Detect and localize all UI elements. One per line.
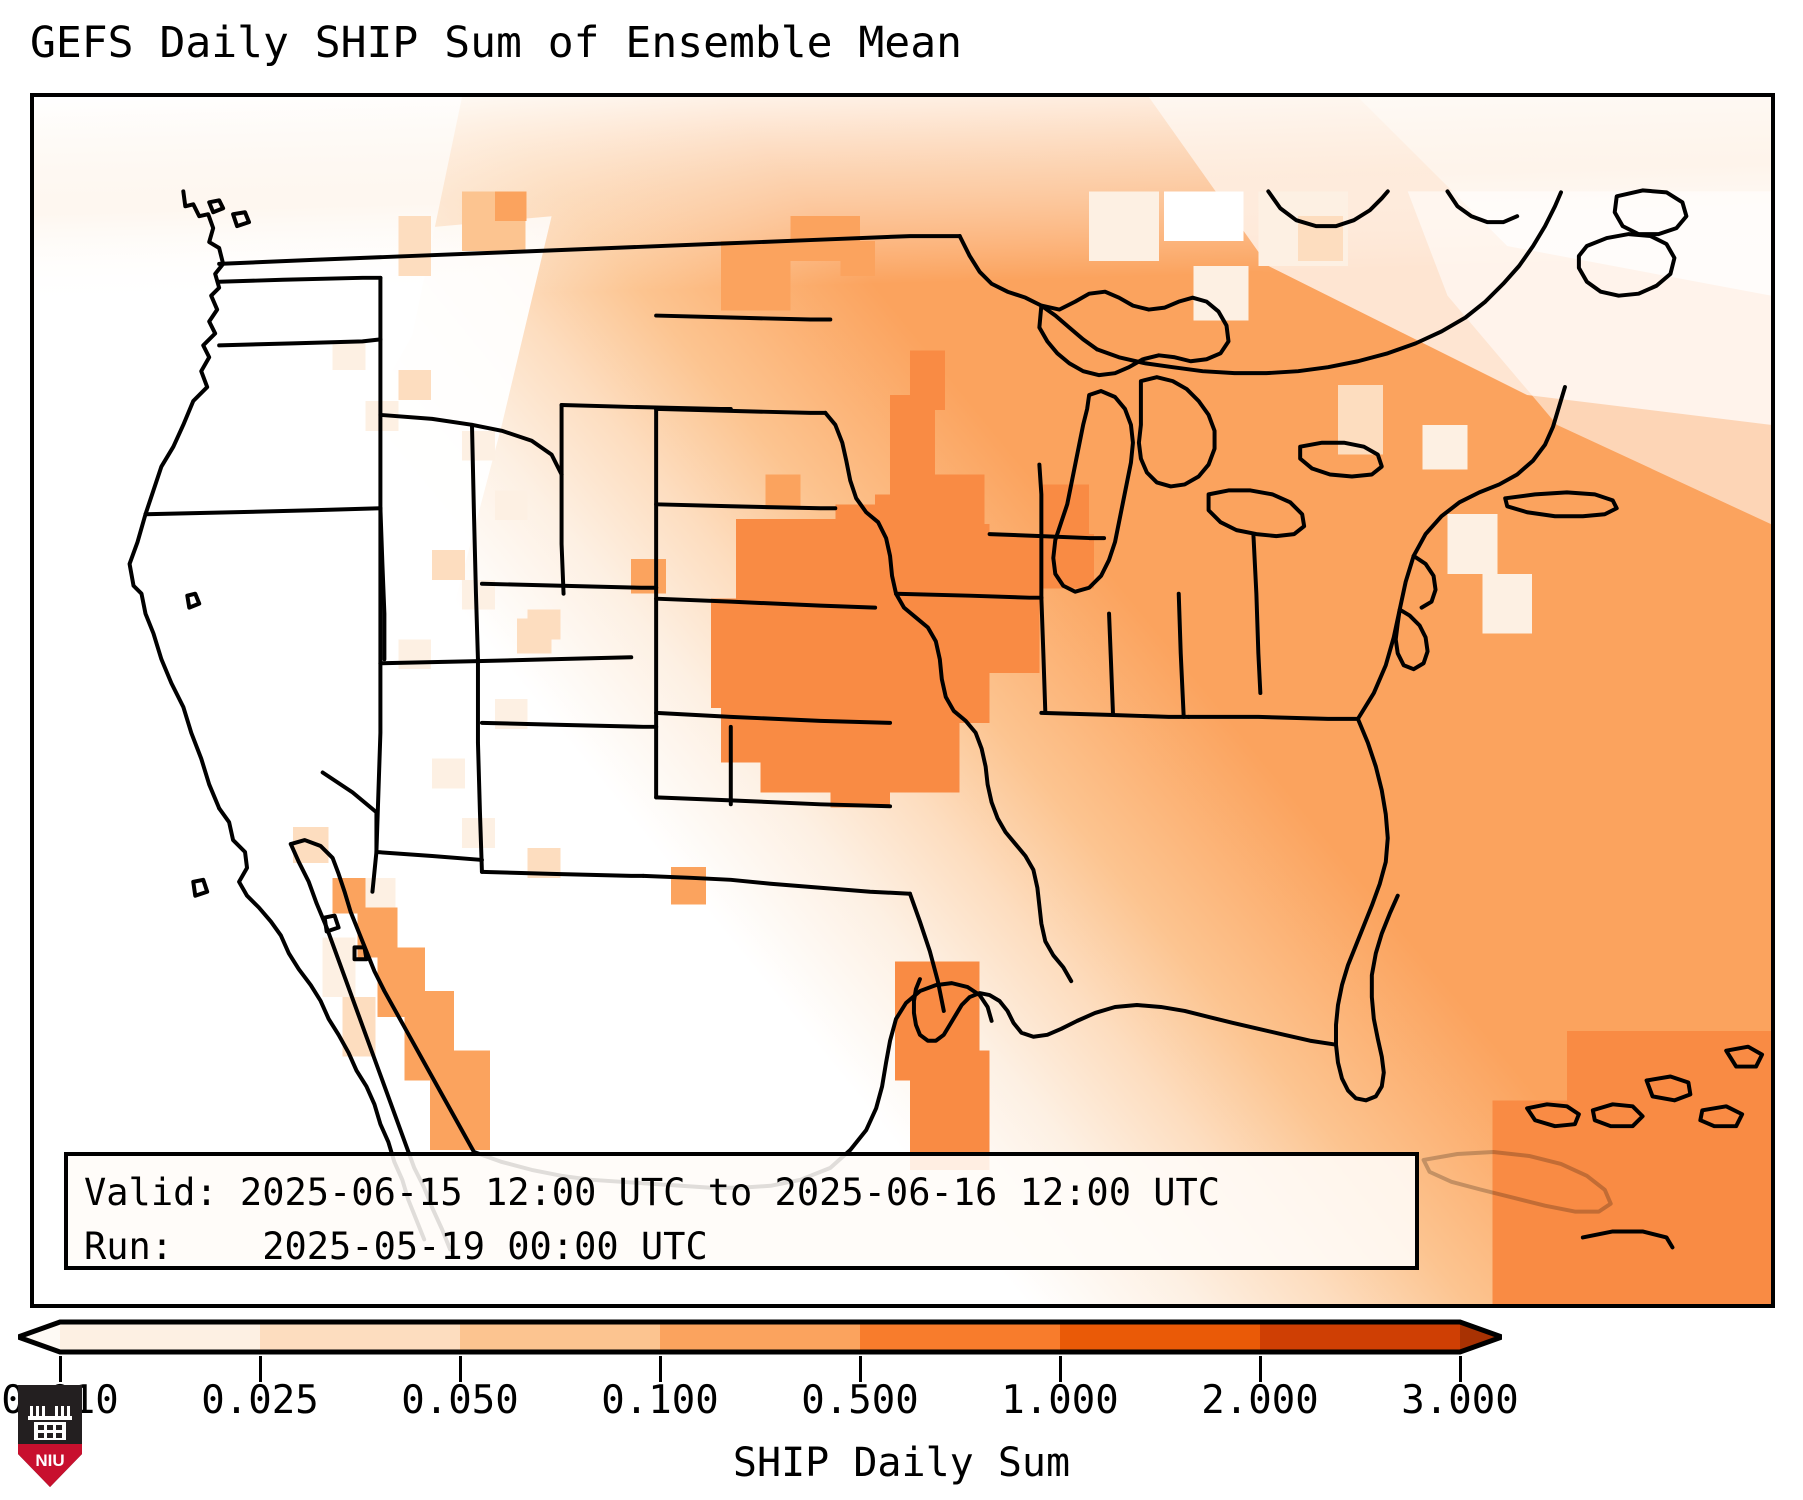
colorbar-tick-2	[458, 1356, 462, 1382]
colorbar-band-1	[260, 1322, 461, 1352]
map-canvas: Valid: 2025-06-15 12:00 UTC to 2025-06-1…	[34, 97, 1771, 1304]
colorbar-over-arrow	[1460, 1322, 1502, 1352]
colorbar-tick-3	[658, 1356, 662, 1382]
forecast-info-box: Valid: 2025-06-15 12:00 UTC to 2025-06-1…	[64, 1152, 1419, 1270]
colorbar-tick-label-6: 2.000	[1201, 1378, 1319, 1423]
colorbar-tick-5	[1058, 1356, 1062, 1382]
run-time-line: Run: 2025-05-19 00:00 UTC	[84, 1225, 708, 1268]
colorbar-band-0	[60, 1322, 261, 1352]
colorbar-tick-label-5: 1.000	[1001, 1378, 1119, 1423]
colorbar-axis-label: SHIP Daily Sum	[732, 1440, 1071, 1486]
niu-wordmark: NIU	[35, 1451, 64, 1470]
colorbar-band-5	[1060, 1322, 1261, 1352]
page-title: GEFS Daily SHIP Sum of Ensemble Mean	[30, 18, 962, 68]
colorbar-tick-1	[258, 1356, 262, 1382]
colorbar-tick-6	[1258, 1356, 1262, 1382]
colorbar-gradient	[18, 1319, 1502, 1355]
colorbar-tick-label-3: 0.100	[601, 1378, 719, 1423]
colorbar-under-arrow	[18, 1322, 60, 1352]
map-panel: Valid: 2025-06-15 12:00 UTC to 2025-06-1…	[30, 93, 1775, 1308]
valid-time-line: Valid: 2025-06-15 12:00 UTC to 2025-06-1…	[84, 1171, 1221, 1214]
colorbar-band-6	[1260, 1322, 1461, 1352]
colorbar-band-2	[460, 1322, 661, 1352]
colorbar-band-3	[660, 1322, 861, 1352]
niu-logo: NIU	[18, 1385, 82, 1487]
ship-heatmap-raster	[34, 97, 1771, 1304]
colorbar-tick-label-7: 3.000	[1401, 1378, 1519, 1423]
geography-outlines	[127, 188, 1765, 1252]
colorbar[interactable]	[18, 1318, 1502, 1358]
colorbar-tick-7	[1458, 1356, 1462, 1382]
colorbar-tick-label-2: 0.050	[401, 1378, 519, 1423]
colorbar-band-4	[860, 1322, 1061, 1352]
colorbar-tick-0	[58, 1356, 62, 1382]
colorbar-tick-4	[858, 1356, 862, 1382]
colorbar-tick-label-1: 0.025	[201, 1378, 319, 1423]
colorbar-tick-label-4: 0.500	[801, 1378, 919, 1423]
